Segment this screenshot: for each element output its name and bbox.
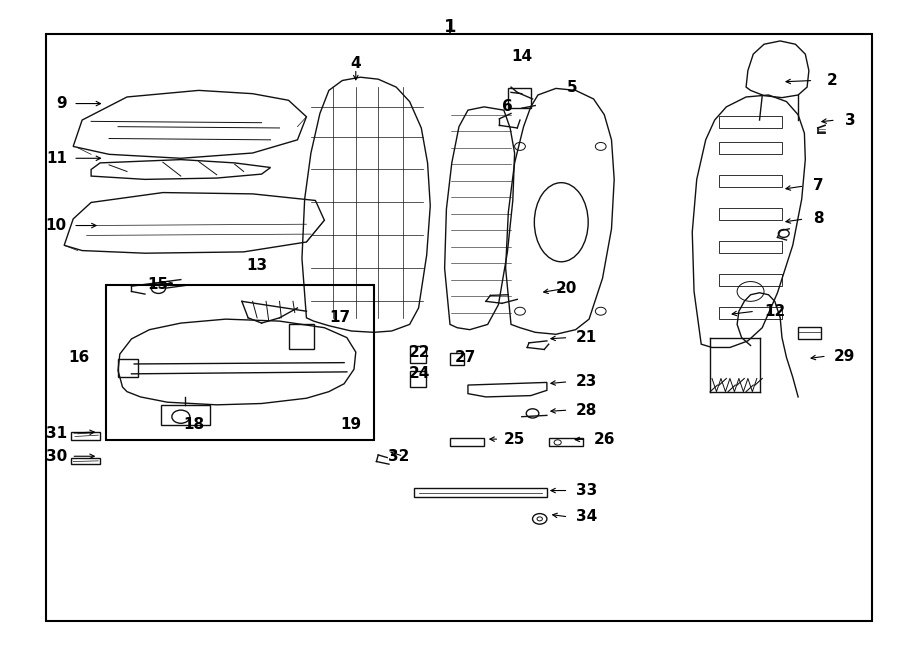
Text: 1: 1 [444, 18, 456, 36]
Text: 5: 5 [567, 79, 577, 95]
Bar [410, 346, 426, 363]
Text: 14: 14 [511, 49, 532, 64]
Bar [450, 438, 484, 446]
Text: 17: 17 [328, 310, 350, 325]
Text: 26: 26 [594, 432, 615, 447]
Text: 22: 22 [409, 345, 430, 359]
Text: 34: 34 [576, 509, 597, 524]
Text: 4: 4 [350, 56, 361, 71]
Bar [719, 274, 782, 286]
Bar [118, 359, 138, 377]
Text: 30: 30 [46, 449, 67, 464]
Text: 31: 31 [46, 426, 67, 441]
Bar [719, 307, 782, 319]
Text: 10: 10 [46, 218, 67, 233]
Text: 15: 15 [148, 277, 169, 293]
Text: 33: 33 [576, 483, 597, 498]
Text: 24: 24 [409, 366, 430, 381]
Text: 25: 25 [504, 432, 526, 447]
Bar [410, 371, 426, 387]
Text: 29: 29 [834, 349, 855, 363]
Text: 32: 32 [388, 449, 410, 464]
Bar [798, 327, 821, 339]
Text: 16: 16 [68, 350, 89, 365]
Bar [508, 89, 531, 108]
Bar [719, 209, 782, 220]
Bar [719, 142, 782, 154]
Text: 11: 11 [46, 151, 67, 166]
Text: 8: 8 [814, 211, 824, 226]
Text: 23: 23 [576, 374, 597, 389]
Bar [71, 432, 100, 440]
Bar [71, 457, 100, 464]
Text: 13: 13 [247, 258, 267, 273]
Text: 19: 19 [341, 416, 362, 432]
Bar [549, 438, 583, 446]
Bar [719, 116, 782, 128]
Bar [414, 488, 547, 497]
Text: 6: 6 [502, 99, 513, 115]
Bar [450, 354, 464, 365]
Text: 21: 21 [576, 330, 597, 345]
Bar [719, 242, 782, 253]
Text: 9: 9 [57, 96, 67, 111]
Bar [289, 324, 313, 350]
Text: 20: 20 [556, 281, 577, 296]
Text: 12: 12 [764, 304, 786, 318]
Text: 3: 3 [845, 113, 855, 128]
Bar [719, 175, 782, 187]
Text: 28: 28 [576, 402, 597, 418]
Bar [106, 285, 374, 440]
Text: 18: 18 [184, 416, 205, 432]
Text: 7: 7 [814, 179, 824, 193]
Text: 2: 2 [827, 73, 838, 88]
Text: 27: 27 [454, 350, 476, 365]
Bar [161, 405, 211, 424]
Bar [46, 34, 872, 621]
